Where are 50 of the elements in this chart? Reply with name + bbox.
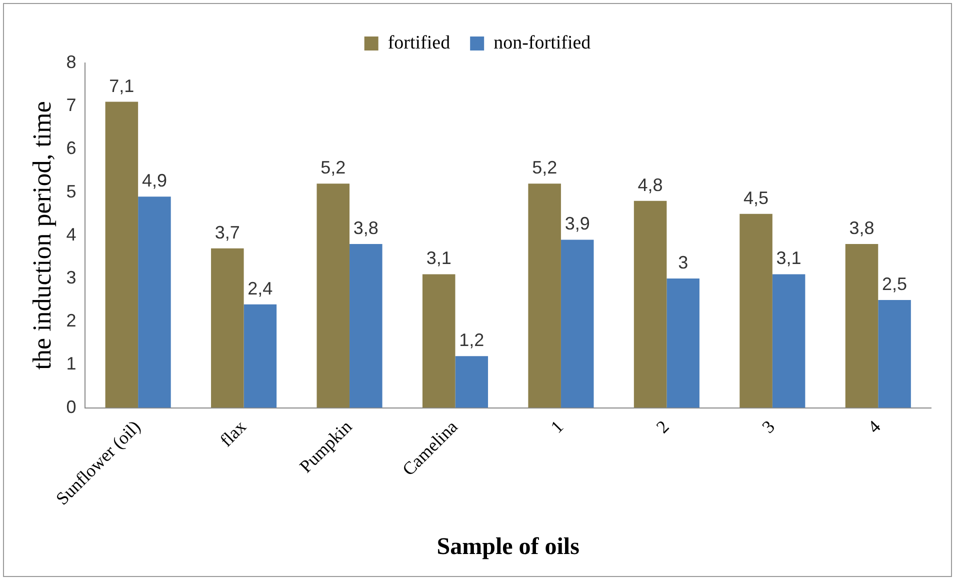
- legend-label: fortified: [388, 32, 451, 54]
- y-tick-label: 8: [66, 52, 76, 72]
- bar: [105, 102, 138, 408]
- bar: [740, 214, 772, 408]
- bar: [666, 278, 700, 408]
- y-tick-label: 6: [66, 138, 76, 158]
- data-label: 5,2: [532, 158, 558, 178]
- bar: [528, 184, 561, 408]
- y-tick-label: 5: [66, 181, 76, 202]
- data-label: 7,1: [109, 76, 134, 96]
- data-label: 3: [678, 252, 688, 272]
- data-label: 5,2: [320, 158, 346, 178]
- bar: [211, 248, 244, 408]
- legend-label: non-fortified: [494, 32, 592, 54]
- x-axis-title: Sample of oils: [436, 534, 580, 560]
- bar: [634, 200, 667, 408]
- y-tick-label: 2: [66, 310, 76, 331]
- y-tick-label: 4: [66, 224, 76, 244]
- y-tick-label: 7: [66, 95, 76, 116]
- data-label: 4,9: [142, 170, 167, 191]
- data-label: 3,8: [849, 218, 874, 238]
- x-tick-label: flax: [216, 416, 250, 450]
- data-label: 1,2: [459, 330, 484, 350]
- x-tick-label: 4: [864, 416, 884, 437]
- bar: [350, 244, 382, 408]
- bar: [138, 196, 171, 408]
- y-axis-title: the induction period, time: [27, 101, 56, 370]
- data-label: 4,5: [744, 188, 769, 208]
- data-label: 3,1: [776, 248, 802, 268]
- data-label: 3,7: [214, 222, 240, 242]
- bar: [878, 300, 911, 408]
- bar: [316, 184, 350, 408]
- data-label: 3,1: [426, 248, 452, 268]
- data-label: 2,5: [882, 274, 908, 294]
- y-tick-label: 0: [66, 396, 76, 417]
- bar: [422, 274, 456, 408]
- data-label: 3,8: [353, 218, 378, 238]
- bar: [772, 274, 806, 408]
- x-tick-label: 1: [546, 416, 568, 437]
- y-tick-label: 1: [66, 354, 76, 374]
- bar: [845, 244, 878, 408]
- data-label: 2,4: [248, 278, 273, 298]
- y-tick-label: 3: [66, 267, 76, 288]
- bar: [455, 356, 488, 408]
- bar: [244, 304, 277, 408]
- data-label: 4,8: [638, 174, 663, 195]
- x-tick-label: 2: [652, 416, 673, 437]
- x-tick-label: 3: [758, 416, 779, 437]
- data-label: 3,9: [564, 214, 590, 234]
- bar: [560, 240, 594, 408]
